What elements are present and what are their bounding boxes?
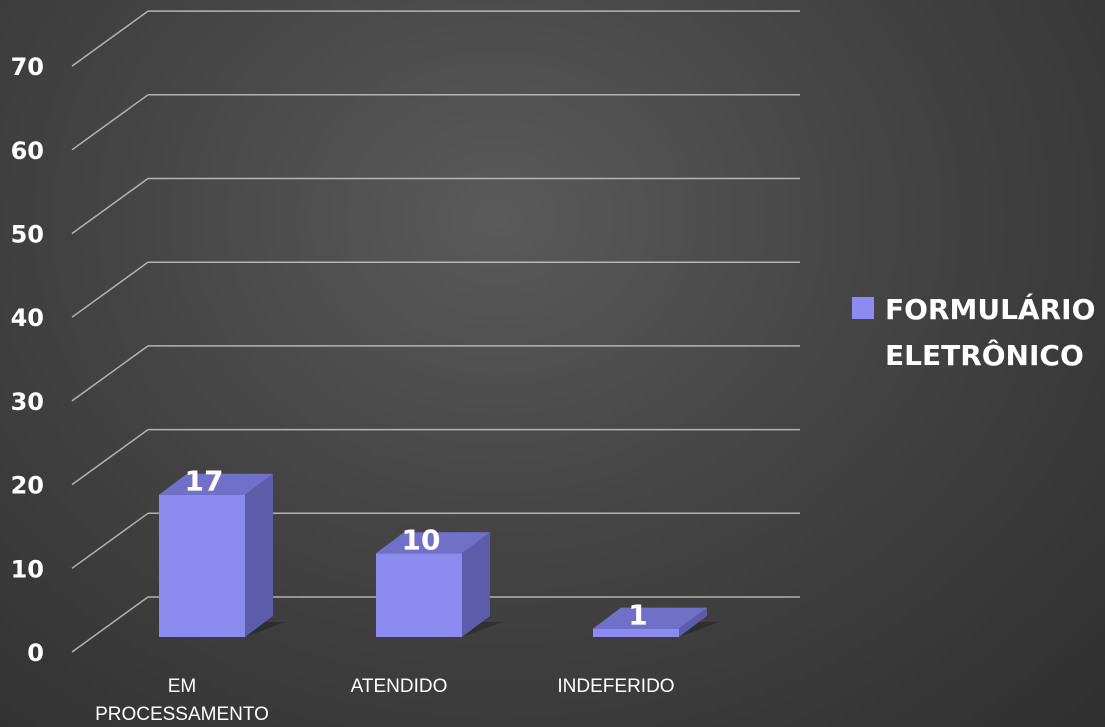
- gridline-diagonal: [71, 177, 149, 235]
- bar-side: [245, 473, 273, 637]
- text-layer: 0 10 20 30 40 50 60 70 17 EM PROCESSAMENTO 10 ATENDI…: [11, 53, 675, 725]
- gridline-diagonal: [71, 10, 149, 67]
- bar-side: [679, 607, 707, 637]
- data-label: 10: [402, 523, 441, 556]
- y-tick-label: 40: [11, 304, 44, 332]
- category-label-line: PROCESSAMENTO: [95, 704, 269, 725]
- gridline-diagonal: [71, 345, 149, 402]
- gridline-diagonal: [71, 596, 149, 653]
- bar-front: [159, 494, 245, 637]
- category-label-line: ATENDIDO: [351, 676, 448, 697]
- bar-front: [376, 553, 462, 637]
- y-tick-label: 10: [11, 555, 44, 583]
- gridline-diagonal: [71, 512, 149, 569]
- category-label-line: EM: [168, 676, 197, 697]
- y-tick-label: 50: [11, 221, 44, 249]
- category-label: EM PROCESSAMENTO: [95, 676, 269, 725]
- bar-layer: [159, 473, 719, 637]
- y-tick-label: 0: [27, 639, 44, 667]
- gridline-diagonal: [71, 94, 149, 151]
- bar-top: [593, 607, 707, 629]
- category-label-line: INDEFERIDO: [557, 676, 674, 697]
- legend-label: FORMULÁRIO ELETRÔNICO: [885, 293, 1096, 372]
- category-label: INDEFERIDO: [557, 676, 674, 697]
- legend-swatch: [852, 297, 874, 319]
- category-label: ATENDIDO: [351, 676, 448, 697]
- y-tick-label: 20: [11, 472, 44, 500]
- bar-top: [159, 473, 273, 495]
- data-label: 1: [628, 599, 647, 632]
- gridline-diagonal: [71, 261, 149, 318]
- bar-top: [376, 532, 490, 554]
- data-label: 17: [185, 465, 224, 498]
- y-tick-label: 60: [11, 137, 44, 165]
- y-tick-label: 70: [11, 53, 44, 81]
- y-tick-label: 30: [11, 388, 44, 416]
- gridline-diagonal: [71, 428, 149, 486]
- bar-side: [462, 532, 490, 637]
- bar-front: [593, 628, 679, 637]
